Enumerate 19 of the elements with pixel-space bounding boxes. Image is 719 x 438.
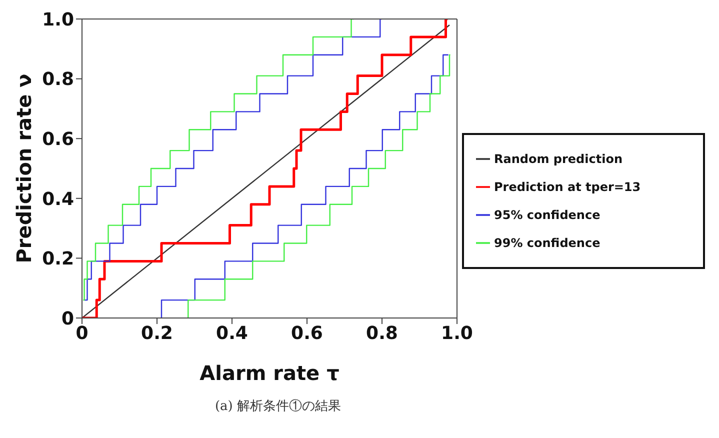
x-tick-label: 1.0: [441, 322, 473, 344]
y-axis-title: Prediction rate ν: [12, 74, 36, 264]
text: (a) 解析条件①の結果: [214, 398, 342, 415]
legend-label: 95% confidence: [494, 208, 600, 222]
legend-label: 99% confidence: [494, 236, 600, 250]
y-tick-label: 1.0: [42, 9, 74, 30]
legend-label: Random prediction: [494, 152, 622, 166]
x-tick-label: 0.2: [141, 322, 173, 344]
y-tick-label: 0.8: [42, 69, 74, 90]
x-axis-title: Alarm rate τ: [200, 361, 340, 385]
legend-label: Prediction at tper=13: [494, 180, 641, 194]
y-tick-label: 0.4: [42, 188, 74, 210]
x-tick-label: 0: [76, 322, 88, 344]
y-tick-label: 0: [61, 308, 74, 330]
x-tick-label: 0.4: [216, 322, 248, 344]
y-tick-label: 0.2: [42, 248, 74, 270]
y-tick-label: 0.6: [42, 128, 74, 150]
x-tick-label: 0.6: [291, 322, 323, 344]
x-tick-label: 0.8: [366, 322, 398, 344]
